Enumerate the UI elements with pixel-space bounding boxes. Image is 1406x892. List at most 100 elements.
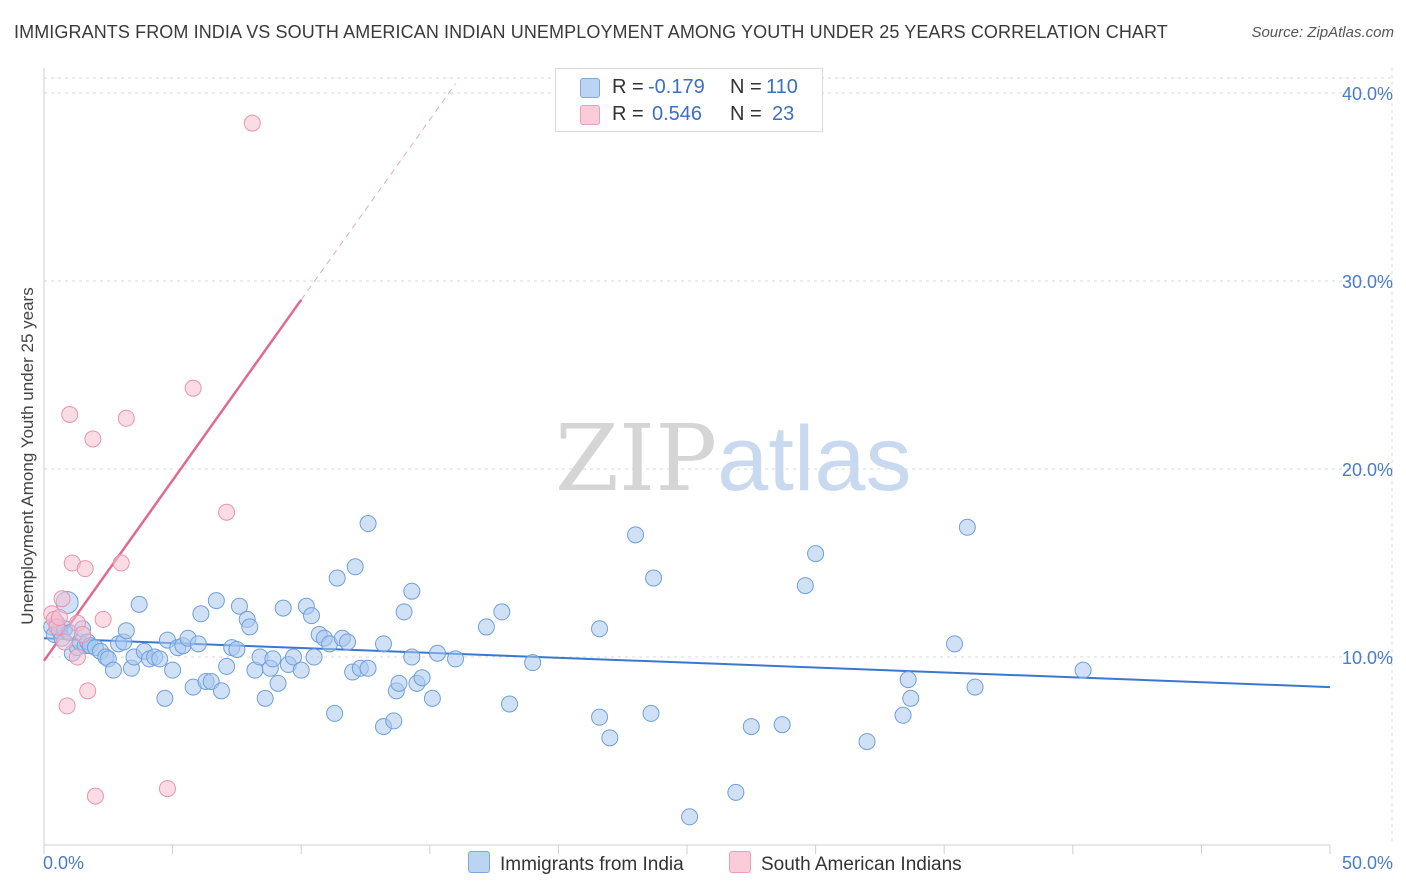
point-south-american bbox=[86, 787, 104, 805]
point-south-american bbox=[117, 409, 135, 427]
point-india bbox=[945, 635, 963, 653]
point-india bbox=[375, 635, 393, 653]
trend-extension-south-american bbox=[300, 83, 456, 301]
point-india bbox=[727, 783, 745, 801]
point-india bbox=[130, 595, 148, 613]
point-india bbox=[807, 545, 825, 563]
point-south-american bbox=[53, 590, 71, 608]
point-india bbox=[305, 648, 323, 666]
point-india bbox=[493, 603, 511, 621]
point-india bbox=[338, 633, 356, 651]
point-india bbox=[302, 607, 320, 625]
point-india bbox=[284, 648, 302, 666]
point-india bbox=[681, 808, 699, 826]
bottom-legend-india[interactable]: Immigrants from India bbox=[468, 851, 684, 876]
point-india bbox=[796, 577, 814, 595]
legend-r-value-south-american: 0.546 bbox=[652, 103, 703, 125]
legend-swatch-india bbox=[580, 78, 600, 98]
point-south-american bbox=[94, 610, 112, 628]
legend-r-label: R = bbox=[612, 103, 644, 125]
point-south-american bbox=[158, 780, 176, 798]
point-india bbox=[269, 674, 287, 692]
point-south-american bbox=[84, 430, 102, 448]
point-south-american bbox=[74, 625, 92, 643]
point-india bbox=[413, 669, 431, 687]
point-india bbox=[156, 689, 174, 707]
bottom-legend-label-india: Immigrants from India bbox=[500, 854, 684, 875]
trend-line-south-american bbox=[42, 299, 303, 662]
point-india bbox=[403, 648, 421, 666]
point-india bbox=[326, 704, 344, 722]
point-india bbox=[447, 650, 465, 668]
point-india bbox=[601, 729, 619, 747]
point-india bbox=[742, 718, 760, 736]
point-india bbox=[395, 603, 413, 621]
point-south-american bbox=[76, 560, 94, 578]
point-india bbox=[292, 661, 310, 679]
point-india bbox=[899, 671, 917, 689]
point-india bbox=[858, 733, 876, 751]
axes bbox=[43, 68, 1331, 854]
bottom-legend-south-american[interactable]: South American Indians bbox=[729, 851, 962, 876]
x-tick-label: 50.0% bbox=[1342, 853, 1393, 873]
trend-lines bbox=[42, 83, 1331, 689]
bottom-legend-label-south-american: South American Indians bbox=[761, 854, 962, 875]
point-india bbox=[104, 661, 122, 679]
point-india bbox=[256, 689, 274, 707]
point-india bbox=[328, 569, 346, 587]
point-south-american bbox=[218, 503, 236, 521]
point-south-american bbox=[56, 633, 74, 651]
point-india bbox=[524, 654, 542, 672]
y-tick-label: 20.0% bbox=[1342, 460, 1393, 480]
bottom-legend-swatch-south-american bbox=[729, 851, 751, 873]
point-india bbox=[966, 678, 984, 696]
watermark-zip: ZIP bbox=[555, 405, 717, 512]
point-south-american bbox=[68, 648, 86, 666]
y-tick-labels: 10.0% 20.0% 30.0% 40.0% bbox=[1342, 84, 1393, 668]
point-india bbox=[403, 582, 421, 600]
point-south-american bbox=[243, 114, 261, 132]
point-india bbox=[501, 695, 519, 713]
y-tick-label: 10.0% bbox=[1342, 648, 1393, 668]
point-india bbox=[207, 592, 225, 610]
point-india bbox=[192, 605, 210, 623]
point-india bbox=[189, 635, 207, 653]
point-india bbox=[359, 515, 377, 533]
point-india bbox=[218, 657, 236, 675]
legend-n-value-india: 110 bbox=[766, 76, 798, 98]
point-india bbox=[645, 569, 663, 587]
y-tick-label: 40.0% bbox=[1342, 84, 1393, 104]
point-india bbox=[230, 597, 248, 615]
point-india bbox=[591, 620, 609, 638]
point-india bbox=[390, 674, 408, 692]
x-tick-labels: 0.0% 50.0% bbox=[43, 853, 1393, 873]
legend-n-value-south-american: 23 bbox=[772, 103, 795, 125]
point-india bbox=[164, 661, 182, 679]
point-india bbox=[627, 526, 645, 544]
point-india bbox=[894, 706, 912, 724]
legend-swatch-south-american bbox=[580, 105, 600, 125]
point-south-american bbox=[112, 554, 130, 572]
point-south-american bbox=[61, 406, 79, 424]
legend-r-label: R = bbox=[612, 76, 644, 98]
data-points bbox=[43, 114, 1092, 826]
point-india bbox=[151, 650, 169, 668]
watermark: ZIPatlas bbox=[555, 405, 912, 512]
legend-n-label: N = bbox=[730, 76, 762, 98]
point-south-american bbox=[79, 682, 97, 700]
point-india bbox=[773, 716, 791, 734]
chart-title: IMMIGRANTS FROM INDIA VS SOUTH AMERICAN … bbox=[14, 22, 1168, 42]
y-tick-label: 30.0% bbox=[1342, 272, 1393, 292]
x-tick-label: 0.0% bbox=[43, 853, 84, 873]
point-south-american bbox=[184, 379, 202, 397]
point-india bbox=[1074, 661, 1092, 679]
point-india bbox=[477, 618, 495, 636]
point-india bbox=[423, 689, 441, 707]
watermark-atlas: atlas bbox=[717, 408, 911, 510]
source-credit: Source: ZipAtlas.com bbox=[1251, 24, 1394, 41]
point-india bbox=[902, 689, 920, 707]
point-india bbox=[228, 640, 246, 658]
point-india bbox=[264, 650, 282, 668]
point-india bbox=[117, 622, 135, 640]
